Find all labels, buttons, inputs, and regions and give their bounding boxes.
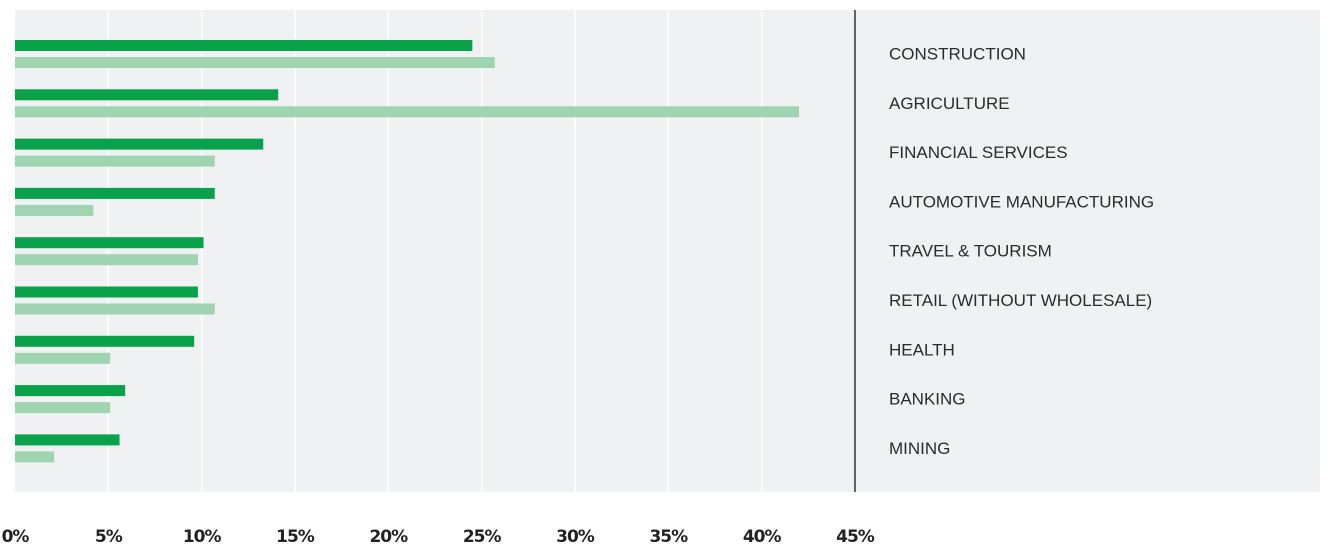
x-tick-label: 10% — [183, 527, 222, 547]
x-tick-label: 0% — [2, 527, 30, 547]
x-tick-label: 45% — [836, 527, 875, 547]
bar — [15, 57, 495, 68]
bar — [15, 286, 198, 298]
category-label: CONSTRUCTION — [889, 44, 1026, 63]
plot-background — [15, 10, 1320, 492]
bar — [15, 303, 215, 315]
category-label: FINANCIAL SERVICES — [889, 143, 1068, 162]
category-label: TRAVEL & TOURISM — [889, 242, 1052, 261]
x-tick-label: 30% — [556, 527, 595, 547]
bar — [15, 385, 126, 397]
x-tick-label: 15% — [276, 527, 315, 547]
category-label: AGRICULTURE — [889, 94, 1010, 113]
bar — [15, 138, 264, 150]
bar — [15, 254, 198, 266]
bar — [15, 187, 215, 199]
category-label: RETAIL (WITHOUT WHOLESALE) — [889, 291, 1152, 310]
bar — [15, 89, 279, 101]
x-tick-label: 40% — [743, 527, 782, 547]
bar — [15, 40, 473, 51]
bar — [15, 451, 55, 463]
bar — [15, 204, 94, 216]
category-label: HEALTH — [889, 340, 955, 359]
bar — [15, 402, 111, 414]
category-label: MINING — [889, 439, 950, 458]
x-tick-label: 20% — [369, 527, 408, 547]
bar — [15, 434, 120, 446]
bar — [15, 237, 204, 249]
category-label: BANKING — [889, 390, 966, 409]
bar — [15, 352, 111, 364]
bar — [15, 335, 195, 347]
bar — [15, 155, 215, 167]
bar — [15, 106, 799, 118]
x-tick-label: 5% — [95, 527, 123, 547]
category-label: AUTOMOTIVE MANUFACTURING — [889, 192, 1154, 211]
x-tick-label: 35% — [649, 527, 688, 547]
x-tick-label: 25% — [463, 527, 502, 547]
